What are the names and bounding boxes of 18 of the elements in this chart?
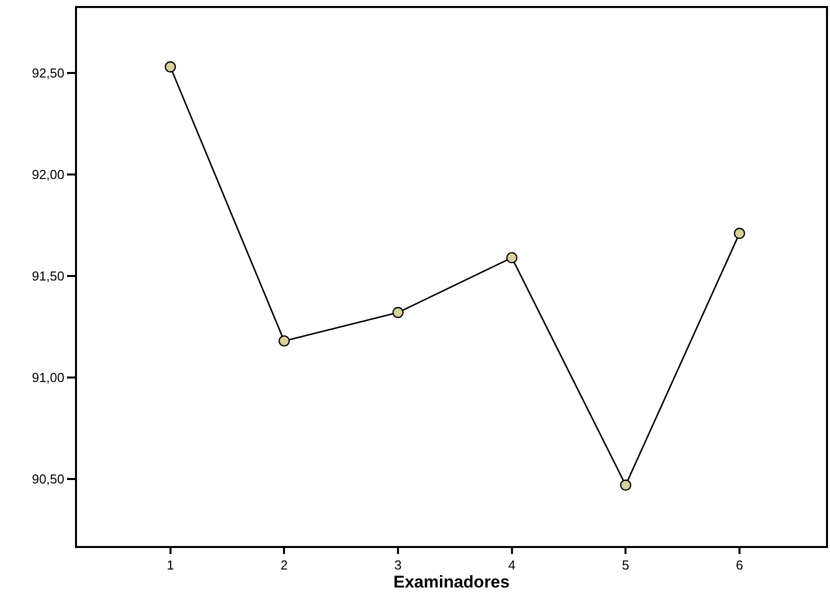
x-tick-label: 6 [736,558,744,573]
x-tick-label: 4 [508,558,516,573]
y-tick-label: 92,50 [32,66,64,81]
x-tick-label: 1 [166,558,174,573]
y-tick-label: 91,00 [32,370,64,386]
x-axis-title: Examinadores [393,572,510,592]
y-tick-label: 92,00 [32,167,64,182]
point [278,335,290,347]
point [164,61,176,72]
x-tick-label: 3 [394,558,402,573]
x-tick-label: 2 [280,558,288,573]
point [620,479,632,491]
point [734,228,746,239]
y-tick-label: 90,50 [32,472,64,487]
x-tick-label: 5 [622,558,630,573]
y-tick-label: 91,50 [32,268,64,284]
point [392,306,404,318]
point [506,252,518,264]
